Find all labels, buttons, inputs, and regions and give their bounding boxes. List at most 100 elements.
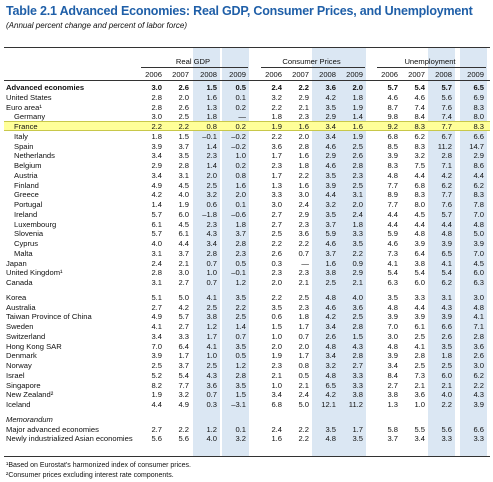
- cell: 3.9: [151, 351, 162, 361]
- cell: 8.2: [151, 380, 162, 390]
- cell: 2.6: [271, 248, 282, 258]
- cell: 4.9: [151, 180, 162, 190]
- cell: 2.3: [206, 151, 217, 161]
- cell: 6.0: [441, 370, 452, 380]
- cell: 1.2: [206, 424, 217, 434]
- footnote: ²Consumer prices excluding interest rate…: [6, 472, 174, 479]
- cell: 0.6: [206, 200, 217, 209]
- cell: 0.5: [298, 370, 309, 380]
- subtitle: (Annual percent change and percent of la…: [6, 21, 188, 30]
- cell: 4.4: [414, 219, 425, 229]
- cell: 4.9: [151, 312, 162, 322]
- cell: 2.0: [271, 278, 282, 287]
- year-header: 2008: [435, 70, 452, 79]
- row-name: Italy: [14, 131, 28, 141]
- cell: 9.8: [387, 112, 398, 122]
- year-header: 2008: [200, 70, 217, 79]
- cell: 6.2: [473, 180, 484, 190]
- cell: 1.7: [298, 351, 309, 361]
- cell: 1.6: [298, 151, 309, 161]
- cell: 8.3: [387, 161, 398, 170]
- row-name: Sweden: [6, 322, 34, 331]
- cell: 2.2: [298, 170, 309, 180]
- cell: 3.5: [271, 302, 282, 312]
- cell: 1.9: [352, 102, 363, 112]
- cell: 3.6: [298, 229, 309, 239]
- cell: 4.4: [473, 170, 484, 180]
- cell: 1.0: [414, 400, 425, 409]
- cell: 14.7: [469, 141, 484, 151]
- cell: 5.1: [151, 292, 162, 302]
- cell: –0.2: [231, 131, 246, 141]
- cell: 3.6: [206, 380, 217, 390]
- cell: 4.2: [151, 190, 162, 200]
- cell: 2.3: [271, 161, 282, 170]
- cell: 3.2: [206, 190, 217, 200]
- cell: 6.0: [414, 278, 425, 287]
- cell: 7.1: [441, 161, 452, 170]
- cell: 2.8: [206, 248, 217, 258]
- row-name: United Kingdom¹: [6, 268, 63, 278]
- cell: 3.9: [414, 239, 425, 248]
- shaded-column: [312, 48, 339, 456]
- cell: 3.7: [325, 248, 336, 258]
- row-name: Finland: [14, 180, 39, 190]
- cell: 11.2: [437, 141, 452, 151]
- year-header: 2006: [381, 70, 398, 79]
- cell: 3.3: [352, 229, 363, 239]
- cell: 1.5: [271, 322, 282, 331]
- cell: 6.6: [441, 322, 452, 331]
- cell: 2.0: [178, 92, 189, 102]
- row-name: Ireland: [14, 209, 38, 219]
- cell: 7.3: [387, 248, 398, 258]
- cell: 4.4: [387, 209, 398, 219]
- cell: 6.2: [441, 180, 452, 190]
- cell: 1.2: [235, 361, 246, 370]
- cell: 2.2: [298, 424, 309, 434]
- cell: 3.1: [178, 170, 189, 180]
- cell: 1.4: [352, 112, 363, 122]
- cell: 2.8: [151, 102, 162, 112]
- cell: 3.4: [414, 434, 425, 444]
- cell: 1.4: [206, 141, 217, 151]
- cell: 2.3: [298, 112, 309, 122]
- cell: 1.7: [206, 331, 217, 341]
- cell: 2.9: [298, 209, 309, 219]
- cell: 2.8: [414, 351, 425, 361]
- cell: 6.5: [441, 248, 452, 258]
- cell: 8.3: [414, 190, 425, 200]
- cell: 2.5: [298, 292, 309, 302]
- year-header: 2006: [145, 70, 162, 79]
- cell: 2.8: [441, 151, 452, 161]
- cell: 7.8: [473, 200, 484, 209]
- cell: 2.7: [271, 219, 282, 229]
- row-name: Norway: [6, 361, 32, 370]
- row-name: Canada: [6, 278, 33, 287]
- cell: 2.0: [352, 200, 363, 209]
- row-name: Switzerland: [6, 331, 46, 341]
- cell: 3.2: [325, 361, 336, 370]
- cell: 3.9: [151, 141, 162, 151]
- cell: 2.0: [352, 83, 363, 92]
- cell: 3.0: [151, 112, 162, 122]
- cell: 2.2: [235, 302, 246, 312]
- cell: 4.8: [473, 219, 484, 229]
- cell: 7.0: [387, 322, 398, 331]
- cell: 1.4: [206, 161, 217, 170]
- cell: 2.8: [151, 268, 162, 278]
- cell: 2.4: [151, 258, 162, 268]
- cell: 1.6: [206, 92, 217, 102]
- cell: 4.2: [325, 92, 336, 102]
- cell: 7.0: [473, 209, 484, 219]
- cell: 2.4: [271, 424, 282, 434]
- cell: 5.8: [387, 424, 398, 434]
- cell: 3.5: [352, 434, 363, 444]
- cell: 8.3: [473, 102, 484, 112]
- cell: 5.6: [441, 92, 452, 102]
- cell: –0.1: [231, 268, 246, 278]
- cell: 2.2: [271, 239, 282, 248]
- cell: 3.9: [441, 312, 452, 322]
- cell: 1.6: [271, 434, 282, 444]
- cell: 6.8: [271, 400, 282, 409]
- row-name: Japan: [6, 258, 27, 268]
